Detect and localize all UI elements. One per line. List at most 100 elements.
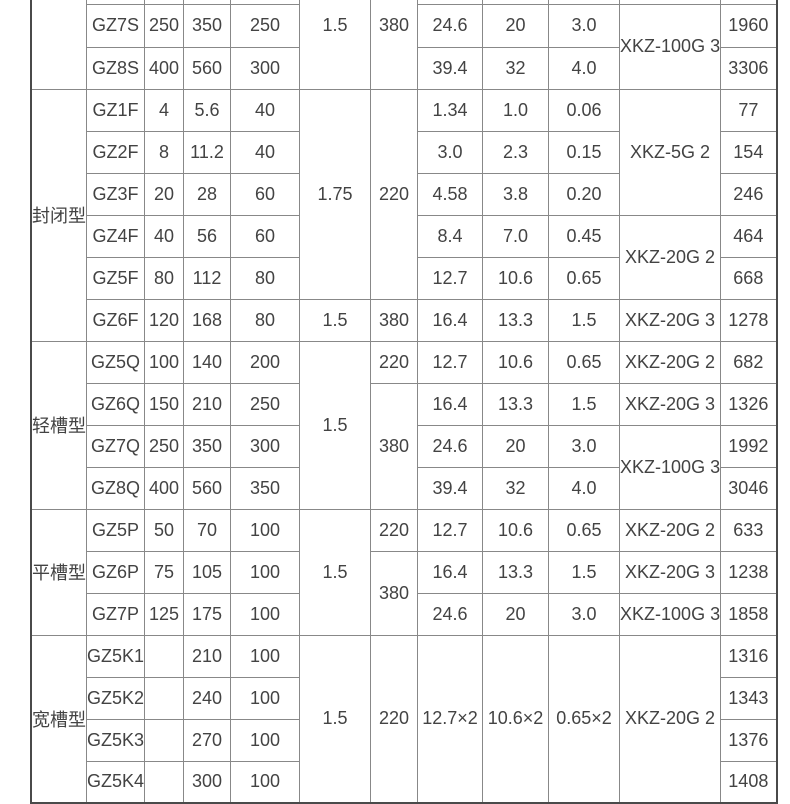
voltage-cell: 380 — [370, 298, 419, 342]
controller-cell: XKZ-20G 2 — [619, 508, 722, 552]
weight-cell: 1343 — [720, 676, 778, 720]
value-cell: 300 — [183, 760, 232, 804]
value-cell: 60 — [230, 172, 301, 216]
value-cell: 100 — [230, 718, 301, 762]
value-cell: 100 — [230, 676, 301, 720]
model-cell: GZ6P — [85, 550, 146, 594]
value-cell: 8.4 — [417, 214, 484, 258]
category-cell — [30, 0, 87, 90]
value-cell: 175 — [183, 592, 232, 636]
table-row: 平槽型 GZ5P 50 70 100 1.5 220 12.7 10.6 0.6… — [30, 508, 778, 636]
controller-cell: XKZ-20G 2 — [619, 634, 722, 804]
table-row: GZ5K3 270 100 1376 — [31, 718, 778, 762]
table-row: GZ6F 120 168 80 1.5 380 16.4 13.3 1.5 XK… — [31, 298, 778, 342]
value-cell: 56 — [183, 214, 232, 258]
table-row: GZ6P 75 105 100 380 16.4 13.3 1.5 XKZ-20… — [31, 550, 778, 636]
table-row: 宽槽型 GZ5K1 210 100 1.5 220 12.7×2 10.6×2 … — [30, 634, 778, 804]
value-cell: 20 — [482, 592, 550, 636]
value-cell: 0.65×2 — [548, 634, 621, 804]
value-cell: 80 — [144, 256, 185, 300]
value-cell: 400 — [144, 466, 185, 510]
weight-cell: 154 — [720, 130, 778, 174]
value-cell: 350 — [183, 3, 232, 48]
model-cell: GZ5P — [85, 508, 146, 552]
amplitude-cell: 1.5 — [299, 298, 372, 342]
weight-cell: 668 — [720, 256, 778, 300]
weight-cell: 246 — [720, 172, 778, 216]
value-cell: 350 — [230, 466, 301, 510]
value-cell: 3.0 — [548, 3, 621, 48]
value-cell: 1.5 — [548, 382, 621, 426]
value-cell: 20 — [144, 172, 185, 216]
value-cell: 250 — [144, 424, 185, 468]
category-cell: 平槽型 — [30, 508, 87, 636]
value-cell: 20 — [482, 3, 550, 48]
value-cell: 7.0 — [482, 214, 550, 258]
value-cell: 3.8 — [482, 172, 550, 216]
value-cell: 32 — [482, 46, 550, 90]
value-cell: 168 — [183, 298, 232, 342]
value-cell: 100 — [230, 550, 301, 594]
value-cell: 10.6 — [482, 340, 550, 384]
model-cell: GZ5F — [85, 256, 146, 300]
model-cell: GZ1F — [85, 88, 146, 132]
voltage-cell: 220 — [370, 340, 419, 384]
weight-cell: 1960 — [720, 3, 778, 48]
value-cell: 210 — [183, 634, 232, 678]
weight-cell: 464 — [720, 214, 778, 258]
weight-cell: 1238 — [720, 550, 778, 594]
weight-cell: 1858 — [720, 592, 778, 636]
value-cell: 1.5 — [548, 298, 621, 342]
value-cell: 60 — [230, 214, 301, 258]
value-cell: 80 — [230, 298, 301, 342]
value-cell: 100 — [230, 592, 301, 636]
model-cell: GZ6Q — [85, 382, 146, 426]
value-cell: 10.6×2 — [482, 634, 550, 804]
value-cell: 0.45 — [548, 214, 621, 258]
controller-cell: XKZ-20G 2 — [619, 214, 722, 300]
value-cell: 12.7×2 — [417, 634, 484, 804]
category-cell: 宽槽型 — [30, 634, 87, 804]
value-cell: 8 — [144, 130, 185, 174]
amplitude-cell: 1.5 — [299, 340, 372, 510]
value-cell: 12.7 — [417, 508, 484, 552]
table-row: GZ6Q 150 210 250 380 16.4 13.3 1.5 XKZ-2… — [31, 382, 778, 510]
value-cell: 12.7 — [417, 256, 484, 300]
value-cell: 105 — [183, 550, 232, 594]
value-cell: 300 — [230, 46, 301, 90]
amplitude-cell: 1.5 — [299, 508, 372, 636]
controller-cell: XKZ-100G 3 — [619, 424, 722, 510]
value-cell: 250 — [144, 3, 185, 48]
table-row: GZ8Q 400 560 350 39.4 32 4.0 3046 — [31, 466, 778, 510]
value-cell: 125 — [144, 592, 185, 636]
weight-cell: 1326 — [720, 382, 778, 426]
category-cell: 轻槽型 — [30, 340, 87, 510]
weight-cell: 3306 — [720, 46, 778, 90]
value-cell: 4.0 — [548, 466, 621, 510]
value-cell: 100 — [230, 760, 301, 804]
value-cell: 4.58 — [417, 172, 484, 216]
value-cell: 140 — [183, 340, 232, 384]
value-cell: 270 — [183, 718, 232, 762]
value-cell: 200 — [230, 340, 301, 384]
voltage-cell: 380 — [370, 382, 419, 510]
value-cell: 80 — [230, 256, 301, 300]
model-cell: GZ8Q — [85, 466, 146, 510]
amplitude-cell: 1.5 — [299, 634, 372, 804]
value-cell: 250 — [230, 382, 301, 426]
value-cell: 150 — [144, 382, 185, 426]
value-cell: 50 — [144, 508, 185, 552]
controller-cell: XKZ-20G 3 — [619, 382, 722, 426]
weight-cell: 682 — [720, 340, 778, 384]
weight-cell: 77 — [720, 88, 778, 132]
value-cell: 1.34 — [417, 88, 484, 132]
empty-cell — [144, 676, 185, 720]
value-cell: 28 — [183, 172, 232, 216]
amplitude-cell: 1.75 — [299, 88, 372, 300]
table-row: GZ3F 20 28 60 4.58 3.8 0.20 246 — [31, 172, 778, 216]
value-cell: 100 — [144, 340, 185, 384]
category-cell: 封闭型 — [30, 88, 87, 342]
model-cell: GZ3F — [85, 172, 146, 216]
weight-cell: 1376 — [720, 718, 778, 762]
